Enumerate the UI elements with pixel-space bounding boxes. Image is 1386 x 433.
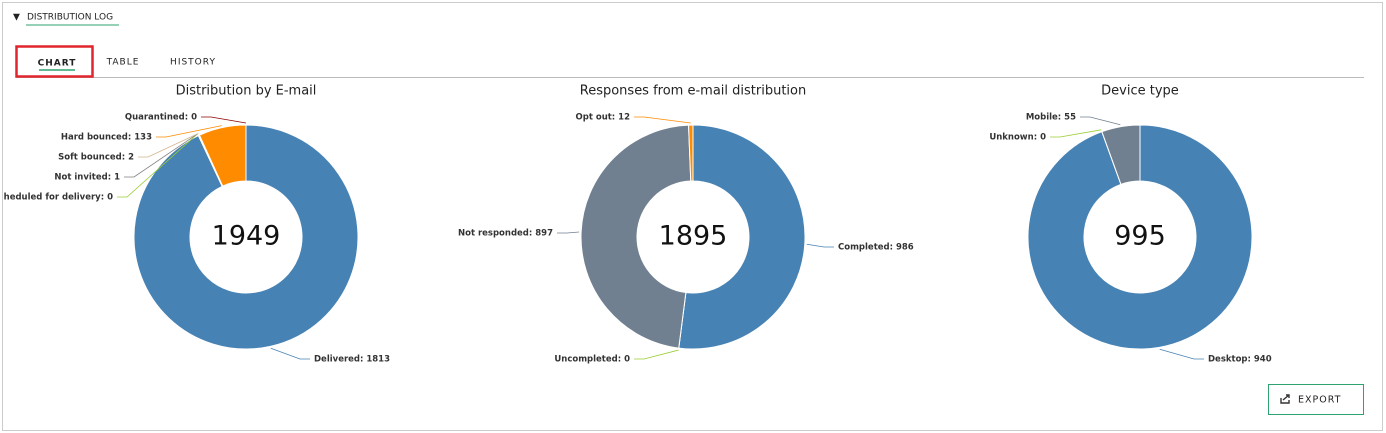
slice-label: Quarantined: 0 — [125, 113, 197, 123]
export-icon — [1280, 394, 1290, 404]
chart-title: Responses from e-mail distribution — [580, 84, 806, 99]
total-label: 1949 — [212, 221, 281, 252]
total-label: 995 — [1114, 221, 1166, 252]
leader-line — [806, 243, 834, 248]
leader-line — [1159, 348, 1204, 360]
leader-line — [634, 116, 691, 124]
leader-line — [117, 133, 198, 198]
donut-slice — [580, 124, 692, 349]
donut-slice — [1101, 124, 1141, 185]
section-title: DISTRIBUTION LOG — [27, 13, 113, 23]
leader-line — [270, 347, 310, 360]
slice-label: Delivered: 1813 — [314, 355, 390, 365]
tab[interactable]: CHART — [38, 59, 77, 69]
slice-label: Not invited: 1 — [54, 173, 120, 183]
donut-slice — [688, 124, 694, 182]
chart-title: Device type — [1101, 84, 1179, 99]
tab[interactable]: HISTORY — [170, 58, 216, 68]
charts: Distribution by E-mail Delivered: 1813 hed… — [4, 84, 1272, 365]
caret: ▼ — [13, 13, 20, 23]
export-label: EXPORT — [1298, 395, 1341, 406]
donut-slice — [1027, 124, 1253, 350]
leader-line — [201, 116, 247, 124]
leader-line — [124, 133, 198, 178]
slice-label: Uncompleted: 0 — [554, 355, 630, 365]
slice-label: Unknown: 0 — [989, 133, 1046, 143]
slice-label: Not responded: 897 — [458, 229, 553, 239]
leader-line — [1080, 116, 1121, 126]
leader-line — [138, 133, 199, 158]
total-label: 1895 — [659, 221, 728, 252]
tab-highlight — [15, 45, 94, 78]
leader-line — [156, 125, 222, 138]
tab[interactable]: TABLE — [106, 58, 140, 68]
leader-line — [1050, 129, 1102, 138]
donut-slice — [678, 124, 806, 350]
donut-slice — [133, 124, 359, 350]
slice-label: Soft bounced: 2 — [58, 153, 134, 163]
slice-label: Desktop: 940 — [1208, 355, 1272, 365]
section-toggle[interactable]: ▼ DISTRIBUTION LOG — [13, 13, 119, 26]
slice-label: heduled for delivery: 0 — [4, 193, 113, 203]
leader-line — [557, 231, 580, 234]
leader-line — [634, 349, 679, 360]
chart-title: Distribution by E-mail — [176, 84, 317, 99]
slice-label: Hard bounced: 133 — [61, 133, 152, 143]
slice-label: Opt out: 12 — [576, 113, 631, 123]
export-button[interactable]: EXPORT — [1268, 384, 1364, 415]
slice-label: Completed: 986 — [838, 243, 914, 253]
slice-label: Mobile: 55 — [1026, 113, 1076, 123]
